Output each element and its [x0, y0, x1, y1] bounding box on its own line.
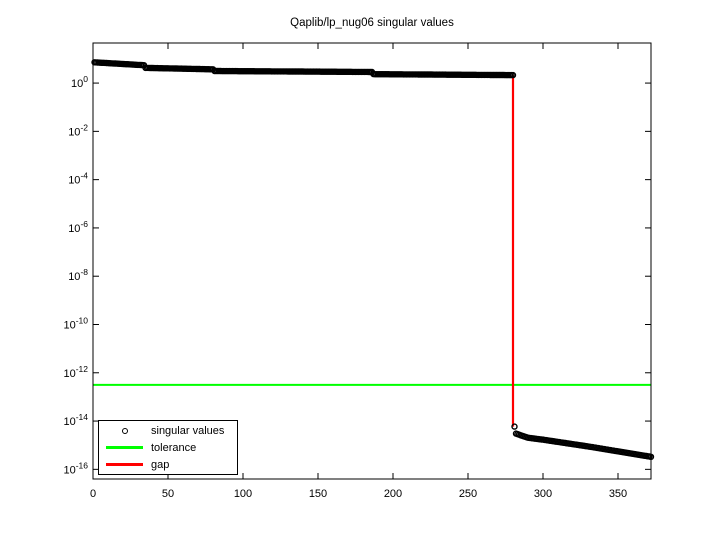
x-tick-label: 150 [309, 488, 327, 500]
x-axis-ticks: 0 50 100 150 200 250 300 350 [90, 43, 627, 500]
open-circle-marker-icon [106, 427, 143, 434]
singular-values-series [91, 59, 655, 460]
legend-entry-gap: gap [99, 457, 237, 473]
y-tick-label: 10-4 [68, 171, 88, 187]
legend-entry-tolerance: tolerance [99, 440, 237, 456]
x-tick-label: 250 [459, 488, 477, 500]
legend-label-gap: gap [151, 458, 170, 471]
legend-entry-singular-values: singular values [99, 423, 237, 439]
legend: singular values tolerance gap [98, 420, 238, 475]
legend-label-singular-values: singular values [151, 424, 225, 437]
legend-label-tolerance: tolerance [151, 441, 197, 454]
x-tick-label: 0 [90, 488, 96, 500]
y-tick-label: 100 [71, 74, 88, 90]
y-tick-label: 10-12 [63, 364, 88, 380]
gap-line-icon [106, 463, 143, 466]
x-tick-label: 300 [534, 488, 552, 500]
x-tick-label: 50 [162, 488, 174, 500]
y-tick-label: 10-6 [68, 219, 88, 235]
y-tick-label: 10-10 [63, 315, 88, 331]
y-axis-ticks: 100 10-2 10-4 10-6 10-8 10-10 10-12 10-14 10-16 [63, 74, 651, 476]
axes [92, 42, 652, 480]
y-tick-label: 10-2 [68, 122, 88, 138]
tolerance-line-icon [106, 446, 143, 449]
y-tick-label: 10-14 [63, 412, 88, 428]
x-tick-label: 200 [384, 488, 402, 500]
chart-title: Qaplib/lp_nug06 singular values [290, 17, 454, 29]
x-tick-label: 100 [234, 488, 252, 500]
y-tick-label: 10-16 [63, 460, 88, 476]
x-tick-label: 350 [609, 488, 627, 500]
y-tick-label: 10-8 [68, 267, 88, 283]
